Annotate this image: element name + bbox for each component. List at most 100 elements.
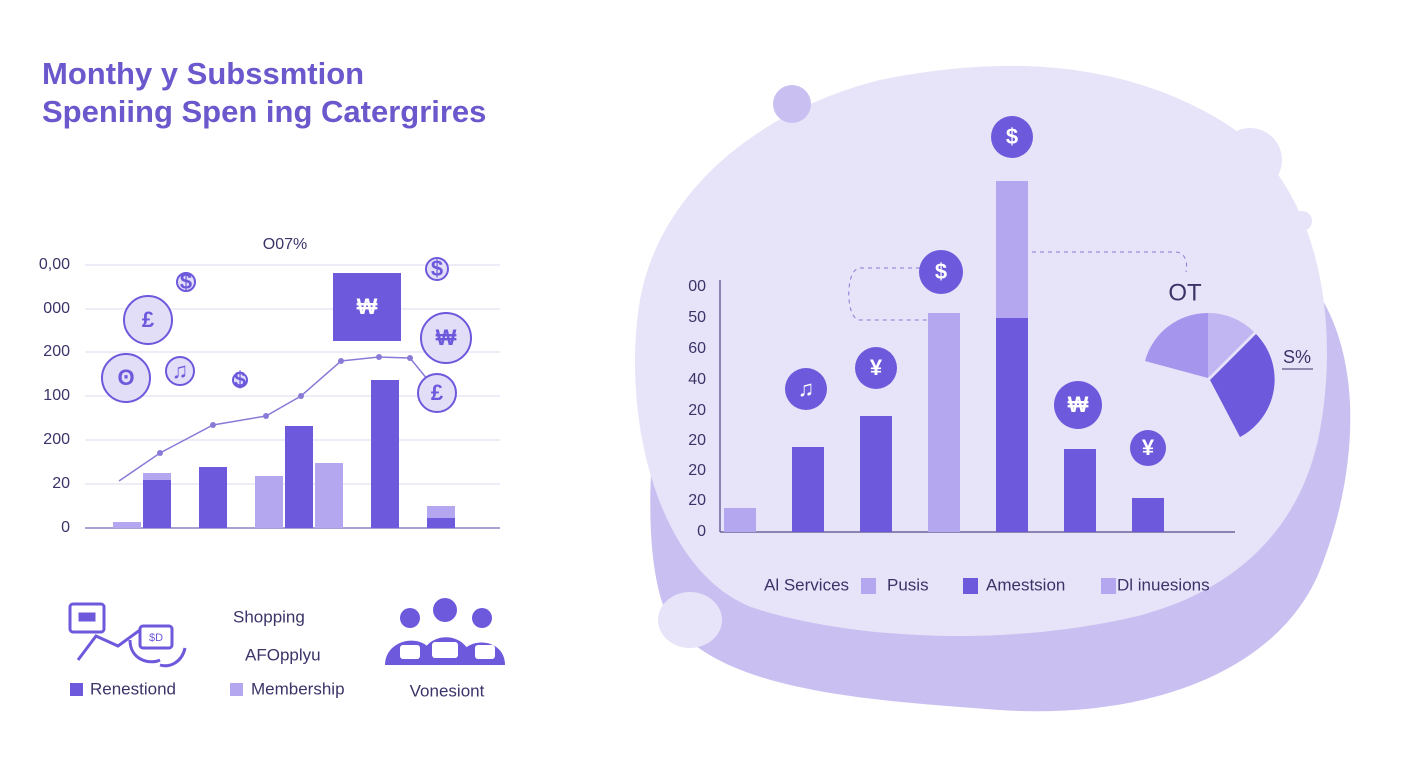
footer-label: Shopping xyxy=(233,607,305,626)
axis-label: 20 xyxy=(688,492,706,509)
bar xyxy=(928,313,960,532)
axis-label: 000 xyxy=(43,300,70,317)
legend-swatch xyxy=(861,578,876,594)
axis-label: 0,00 xyxy=(39,256,70,273)
bar xyxy=(113,522,141,528)
axis-label: 20 xyxy=(688,432,706,449)
badge-symbol: $ xyxy=(234,367,246,392)
footer-label: Vonesiont xyxy=(410,681,485,700)
dashed-connector xyxy=(1032,251,1188,273)
legend-label: Pusis xyxy=(887,575,929,594)
bar xyxy=(285,426,313,528)
title-line: Speniing Spen ing Catergrires xyxy=(42,94,486,129)
badge-circle xyxy=(1130,430,1166,466)
badge-symbol: ¥ xyxy=(1142,435,1155,460)
trend-points xyxy=(157,354,413,456)
badge-symbol: ♫ xyxy=(798,376,815,401)
dashed-connector xyxy=(848,267,928,321)
pie-label: S% xyxy=(1283,347,1311,367)
axis-label: 0 xyxy=(697,523,706,540)
axis-label: 20 xyxy=(688,402,706,419)
badge-symbol: ʘ xyxy=(117,365,134,390)
badge-circle xyxy=(991,116,1033,158)
pie-slice xyxy=(1145,312,1208,378)
axis-label: 50 xyxy=(688,309,706,326)
bar xyxy=(371,380,399,528)
badge-circle xyxy=(232,372,248,388)
badge-symbol: $ xyxy=(1006,124,1018,149)
axis-label: 200 xyxy=(43,431,70,448)
badge-circle xyxy=(101,353,151,403)
left-badges: £ $ ♫ ₩ $ ₩ £ ʘ $ xyxy=(101,256,472,413)
left-bars xyxy=(113,380,455,528)
axis-label: 60 xyxy=(688,340,706,357)
deco-circle xyxy=(1218,128,1282,192)
legend-swatch xyxy=(70,683,83,696)
bar xyxy=(996,318,1028,532)
badge-circle xyxy=(165,356,195,386)
axis-label: 100 xyxy=(43,387,70,404)
badge-symbol: £ xyxy=(431,380,444,405)
legend-label: Dl inuesions xyxy=(1117,575,1210,594)
right-bars xyxy=(724,181,1164,532)
bar xyxy=(199,467,227,528)
bar xyxy=(1132,498,1164,532)
axis-label: 00 xyxy=(688,278,706,295)
badge-symbol: ¥ xyxy=(870,355,883,380)
bar xyxy=(1064,449,1096,532)
badge-circle xyxy=(855,347,897,389)
badge-symbol: ₩ xyxy=(1068,392,1089,417)
badge-circle xyxy=(785,368,827,410)
right-badges: ♫ ¥ $ $ ₩ ¥ xyxy=(785,116,1166,466)
badge-symbol: ₩ xyxy=(357,294,378,319)
legend-swatch xyxy=(230,683,243,696)
footer-label: AFOpplyu xyxy=(245,645,321,664)
icon-label: $D xyxy=(149,632,163,644)
deco-circle xyxy=(658,592,722,648)
legend-label: Al Services xyxy=(764,575,849,594)
bar xyxy=(724,508,756,532)
badge-symbol: $ xyxy=(935,259,947,284)
people-icon xyxy=(385,598,505,665)
deco-circle xyxy=(773,85,811,123)
badge-box xyxy=(333,273,401,341)
bar xyxy=(143,480,171,528)
badge-circle xyxy=(417,373,457,413)
legend-label: Amestsion xyxy=(986,575,1065,594)
title-line: Monthy y Subssmtion xyxy=(42,56,364,91)
bar xyxy=(792,447,824,532)
badge-symbol: ₩ xyxy=(436,325,457,350)
bar xyxy=(427,518,455,528)
legend-swatch xyxy=(1101,578,1116,594)
right-axis: 00 50 60 40 20 20 20 20 0 xyxy=(688,278,706,540)
badge-circle xyxy=(919,250,963,294)
bar xyxy=(315,463,343,528)
bar xyxy=(996,181,1028,318)
badge-circle xyxy=(123,295,173,345)
legend-swatch xyxy=(963,578,978,594)
badge-circle xyxy=(1054,381,1102,429)
footer-icon xyxy=(68,602,187,668)
bar xyxy=(860,416,892,532)
legend-label: Renestiond xyxy=(90,679,176,698)
badge-symbol: $ xyxy=(180,269,192,294)
axis-label: 20 xyxy=(688,462,706,479)
deco-circle xyxy=(1292,211,1312,231)
chart-label: O07% xyxy=(263,236,307,253)
axis-label: 0 xyxy=(61,519,70,536)
axis-label: 20 xyxy=(52,475,70,492)
badge-symbol: $ xyxy=(431,256,443,281)
pie-label: OT xyxy=(1168,279,1202,306)
badge-circle xyxy=(420,312,472,364)
legend-label: Membership xyxy=(251,679,345,698)
bar xyxy=(255,476,283,528)
pie-slice xyxy=(1208,312,1254,378)
badge-circle xyxy=(425,257,449,281)
axis-label: 200 xyxy=(43,343,70,360)
badge-circle xyxy=(176,272,196,292)
badge-symbol: £ xyxy=(142,307,155,332)
axis-label: 40 xyxy=(688,371,706,388)
pie-slice xyxy=(1210,334,1275,437)
badge-symbol: ♫ xyxy=(172,358,189,383)
